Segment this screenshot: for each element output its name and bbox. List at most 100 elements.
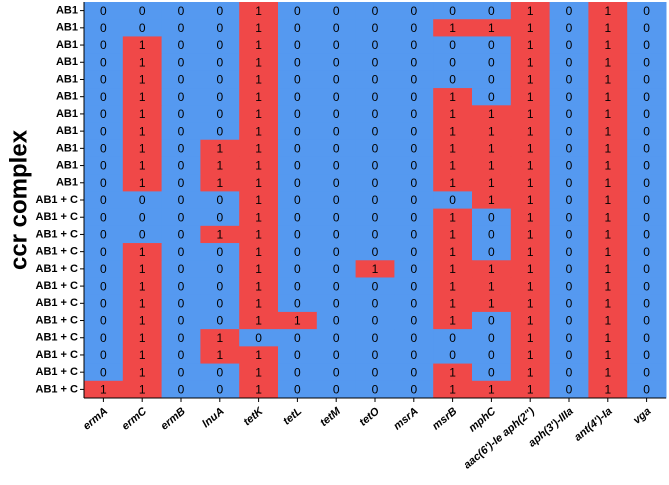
cell-value: 0 (216, 90, 223, 104)
cell-value: 0 (372, 383, 379, 397)
cell-value: 0 (410, 124, 417, 138)
cell-value: 1 (216, 142, 223, 156)
cell (355, 277, 395, 296)
cell-value: 0 (333, 107, 340, 121)
cell (472, 346, 512, 365)
cell-value: 1 (527, 296, 534, 310)
cell (433, 139, 473, 158)
cell-value: 0 (139, 210, 146, 224)
cell-value: 0 (333, 314, 340, 328)
cell (588, 277, 628, 296)
cell (588, 174, 628, 192)
cell-value: 1 (604, 210, 611, 224)
cell (161, 243, 201, 261)
cell-value: 0 (410, 314, 417, 328)
cell-value: 0 (566, 107, 573, 121)
cell (316, 174, 357, 192)
cell (472, 88, 512, 106)
cell-value: 0 (410, 73, 417, 87)
cell-value: 1 (527, 21, 534, 35)
cell-value: 1 (216, 228, 223, 242)
cell (84, 346, 124, 365)
cell (549, 294, 589, 313)
cell-value: 0 (643, 210, 650, 224)
cell (316, 139, 357, 158)
cell-value: 0 (100, 107, 107, 121)
cell-value: 1 (139, 176, 146, 190)
cell-value: 1 (488, 193, 495, 207)
cell (122, 174, 163, 192)
cell-value: 0 (566, 73, 573, 87)
cell (433, 311, 473, 330)
cell (355, 53, 395, 72)
cell-value: 0 (488, 210, 495, 224)
cell (433, 363, 473, 382)
cell-value: 1 (604, 90, 611, 104)
cell (510, 156, 551, 175)
cell (433, 277, 473, 296)
cell-value: 0 (139, 21, 146, 35)
cell (510, 225, 551, 244)
cell-value: 0 (333, 262, 340, 276)
cell-value: 0 (372, 142, 379, 156)
cell-value: 0 (410, 348, 417, 362)
cell-value: 0 (449, 348, 456, 362)
cell (84, 363, 124, 382)
cell (588, 311, 628, 330)
cell-value: 1 (604, 383, 611, 397)
cell-value: 1 (527, 176, 534, 190)
cell-value: 1 (255, 55, 262, 69)
cell-value: 0 (643, 348, 650, 362)
cell-value: 0 (643, 383, 650, 397)
cell-value: 0 (216, 279, 223, 293)
cell-value: 0 (100, 90, 107, 104)
cell-value: 1 (604, 142, 611, 156)
cell-value: 0 (178, 193, 185, 207)
cell (84, 329, 124, 347)
column-label: tetK (241, 405, 266, 429)
cell-value: 0 (216, 193, 223, 207)
cell (239, 19, 279, 37)
row-label: AB1 + C (36, 194, 79, 206)
cell-value: 1 (449, 228, 456, 242)
cell (394, 105, 434, 124)
cell-value: 1 (527, 383, 534, 397)
cell-value: 0 (566, 348, 573, 362)
cell-value: 0 (488, 55, 495, 69)
cell-value: 0 (100, 228, 107, 242)
cell (549, 260, 589, 278)
cell-value: 0 (333, 331, 340, 345)
cell (472, 243, 512, 261)
cell-value: 1 (449, 210, 456, 224)
cell (84, 19, 124, 37)
cell (472, 260, 512, 278)
cell-value: 0 (643, 38, 650, 52)
cell (355, 346, 395, 365)
cell-value: 1 (255, 38, 262, 52)
cell (588, 88, 628, 106)
cell-value: 1 (488, 159, 495, 173)
cell-value: 0 (100, 73, 107, 87)
cell-value: 0 (216, 262, 223, 276)
cell (394, 36, 434, 55)
cell (316, 225, 357, 244)
cell-value: 0 (372, 279, 379, 293)
cell-value: 1 (139, 262, 146, 276)
cell (84, 36, 124, 55)
cell-value: 0 (294, 228, 301, 242)
cell-value: 0 (643, 262, 650, 276)
cell (394, 225, 434, 244)
cell (316, 70, 357, 89)
cell-value: 1 (255, 245, 262, 259)
cell (588, 19, 628, 37)
cell-value: 0 (178, 73, 185, 87)
cell-value: 0 (333, 365, 340, 379)
cell (588, 329, 628, 347)
cell-value: 0 (449, 4, 456, 18)
cell (394, 122, 434, 141)
cell-value: 0 (410, 279, 417, 293)
cell (472, 53, 512, 72)
cell (510, 311, 551, 330)
cell-value: 0 (410, 107, 417, 121)
cell (433, 243, 473, 261)
